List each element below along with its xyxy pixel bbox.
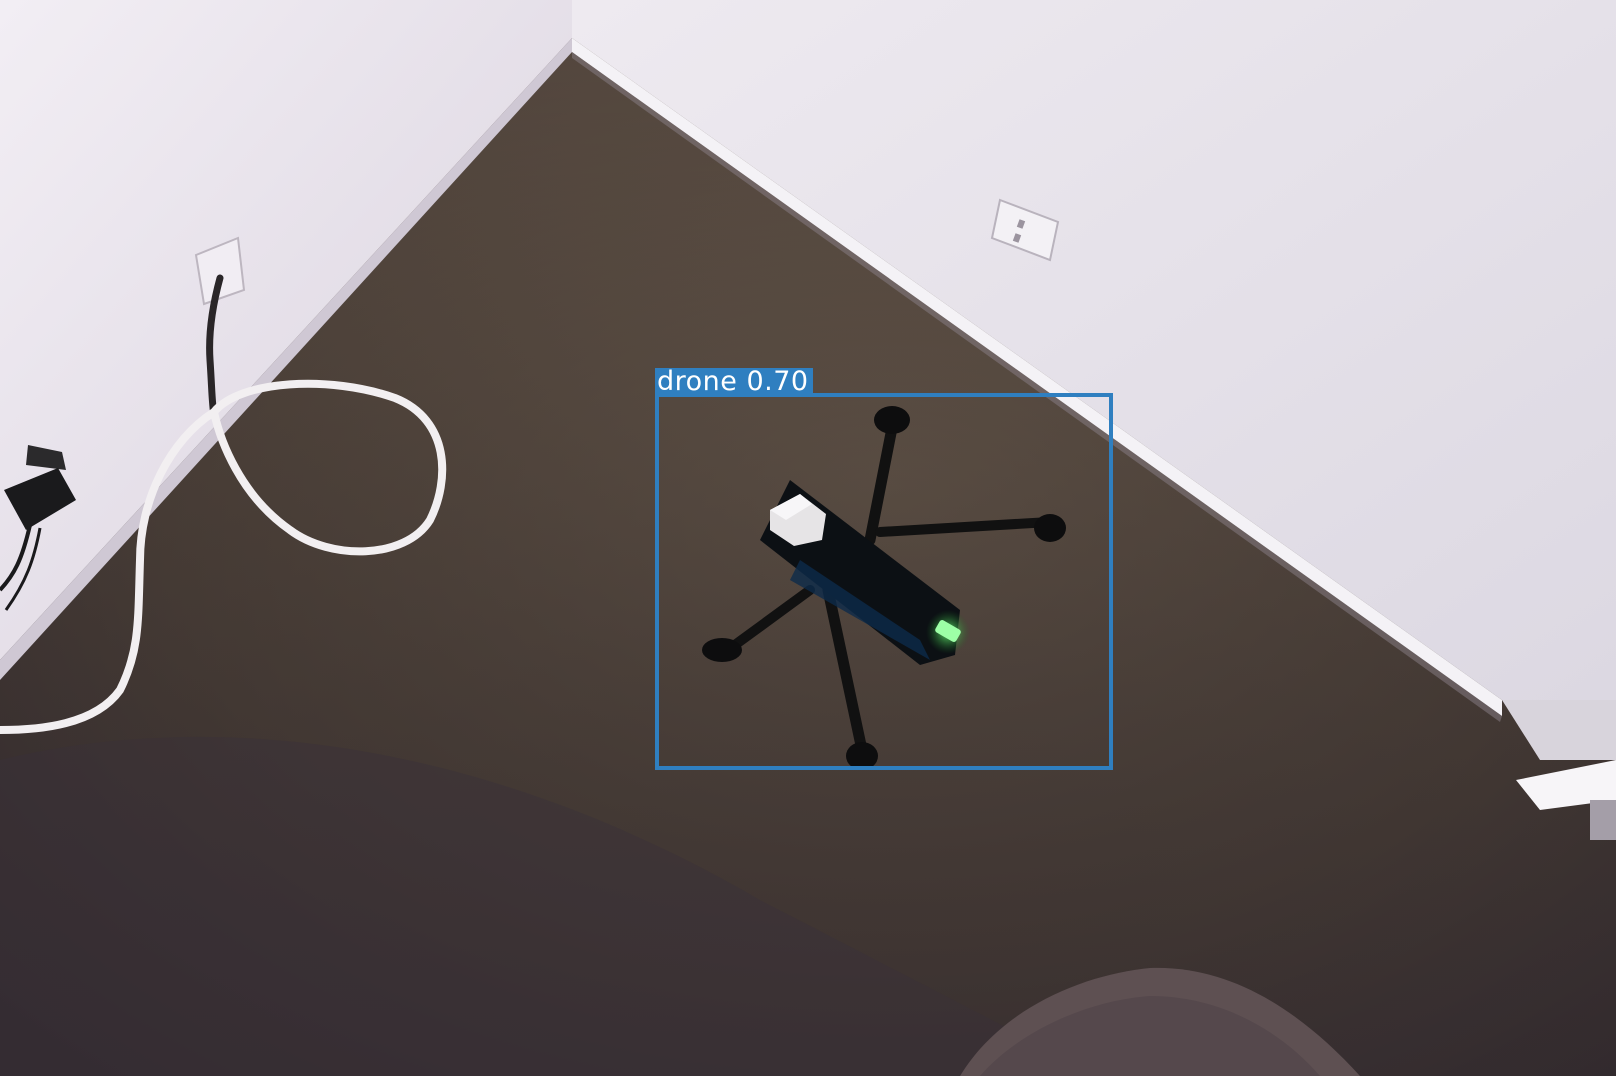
detection-bounding-box	[655, 393, 1113, 770]
detection-label: drone 0.70	[655, 368, 813, 395]
